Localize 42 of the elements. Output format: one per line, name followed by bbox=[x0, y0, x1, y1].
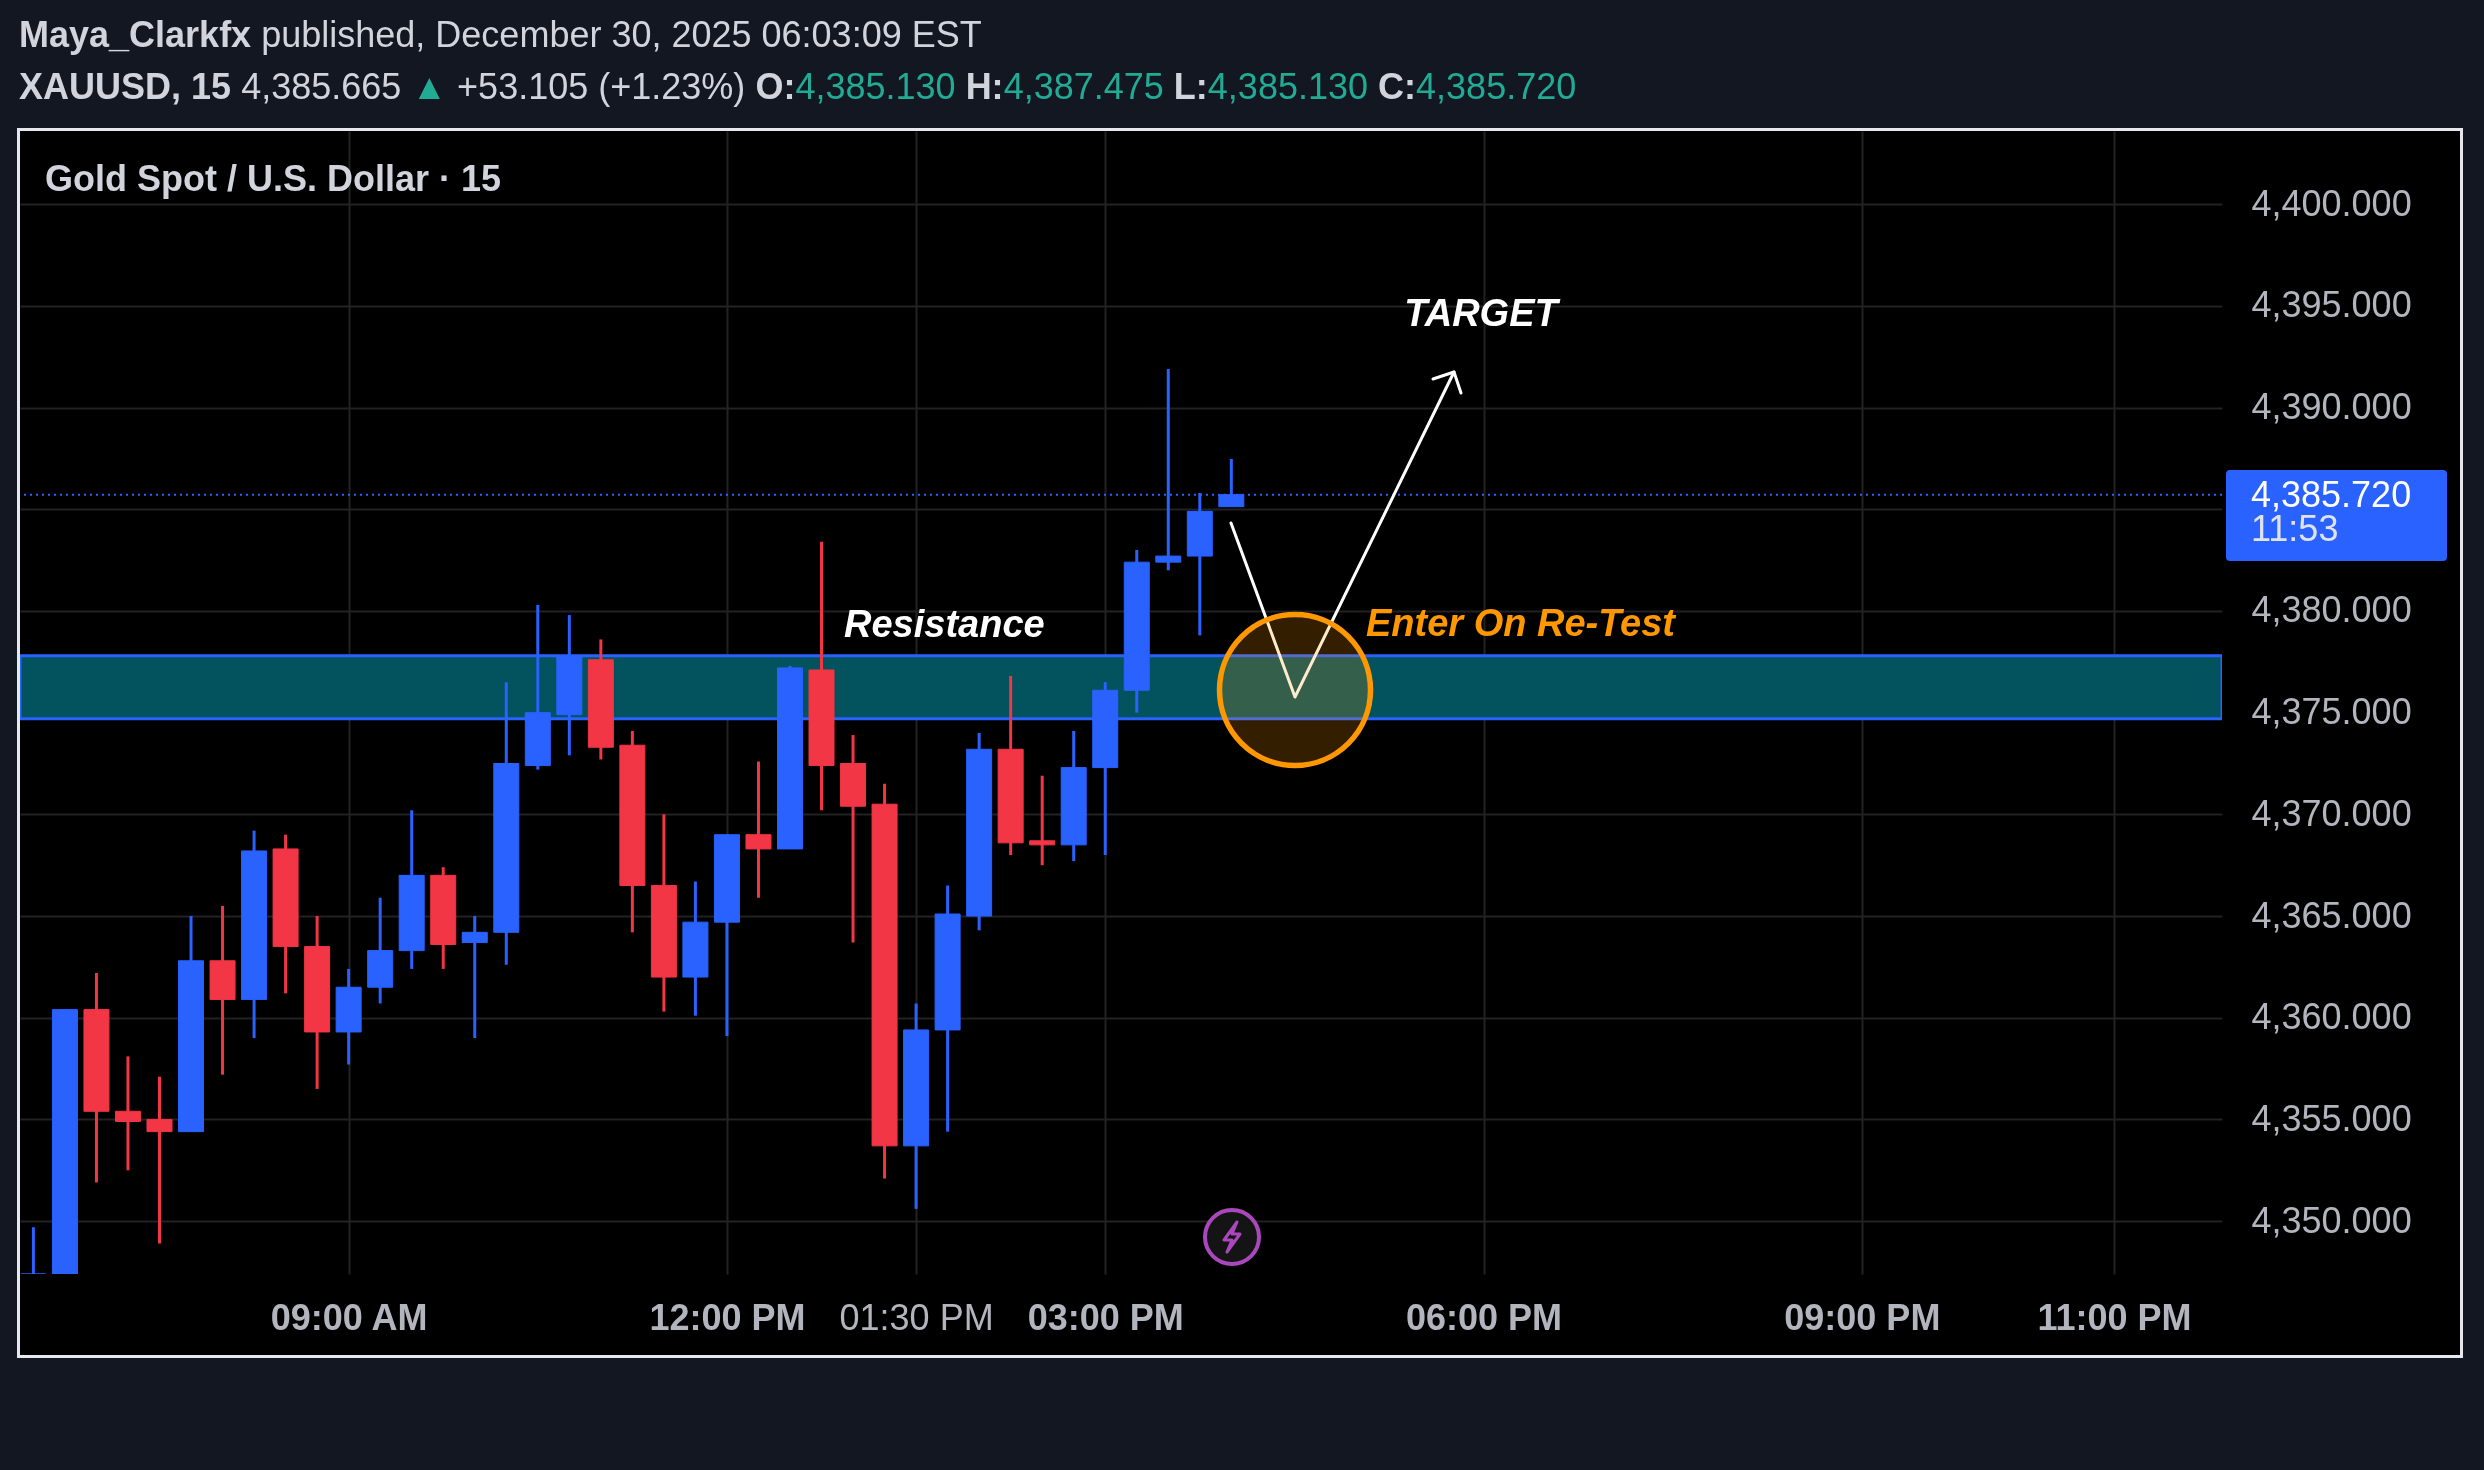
text: C: bbox=[1378, 66, 1417, 107]
text: H: bbox=[965, 66, 1004, 107]
y-tick-label: 4,350.000 bbox=[2251, 1199, 2412, 1241]
y-tick-label: 4,400.000 bbox=[2251, 182, 2412, 224]
x-tick-label: 09:00 AM bbox=[270, 1296, 428, 1338]
x-tick-label: 01:30 PM bbox=[839, 1296, 994, 1338]
text: O: bbox=[755, 66, 796, 107]
text: Maya_Clarkfx bbox=[19, 14, 252, 55]
x-tick-label: 09:00 PM bbox=[1784, 1296, 1941, 1338]
y-tick-label: 4,395.000 bbox=[2251, 284, 2412, 326]
text: 4,385.130 bbox=[1207, 66, 1368, 107]
x-tick-label: 03:00 PM bbox=[1027, 1296, 1184, 1338]
text: +53.105 (+1.23%) bbox=[457, 66, 746, 107]
text: 4,387.475 bbox=[1003, 66, 1164, 107]
x-tick-label: 12:00 PM bbox=[649, 1296, 806, 1338]
candlestick bbox=[1029, 775, 1056, 867]
text: 4,385.130 bbox=[795, 66, 956, 107]
y-tick-label: 4,360.000 bbox=[2251, 996, 2412, 1038]
y-tick-label: 4,365.000 bbox=[2251, 894, 2412, 936]
candlestick bbox=[461, 916, 488, 1040]
candlestick bbox=[114, 1056, 141, 1171]
text: XAUUSD, 15 bbox=[19, 66, 232, 107]
text: Gold Spot / U.S. Dollar · 15 bbox=[45, 158, 502, 199]
candlestick bbox=[745, 761, 772, 898]
text: L: bbox=[1173, 66, 1208, 107]
y-tick-label: 4,390.000 bbox=[2251, 386, 2412, 428]
y-tick-label: 4,370.000 bbox=[2251, 792, 2412, 834]
y-tick-label: 4,355.000 bbox=[2251, 1097, 2412, 1139]
text: ▲ bbox=[411, 66, 448, 107]
candlestick bbox=[146, 1076, 173, 1244]
annotation: TARGET bbox=[1404, 292, 1561, 334]
candlestick bbox=[20, 1227, 47, 1274]
text: published, December 30, 2025 06:03:09 EST bbox=[261, 14, 982, 55]
y-tick-label: 4,375.000 bbox=[2251, 691, 2412, 733]
text: 4,385.720 bbox=[1416, 66, 1577, 107]
text: 4,385.665 bbox=[241, 66, 402, 107]
x-tick-label: 06:00 PM bbox=[1405, 1296, 1563, 1338]
band-label: Resistance bbox=[844, 602, 1045, 645]
x-tick-label: 11:00 PM bbox=[2037, 1296, 2192, 1338]
annotation: Enter On Re-Test bbox=[1366, 602, 1677, 644]
y-tick-label: 4,380.000 bbox=[2251, 589, 2412, 631]
ref-line-label: 4,385.720 bbox=[2251, 473, 2413, 515]
